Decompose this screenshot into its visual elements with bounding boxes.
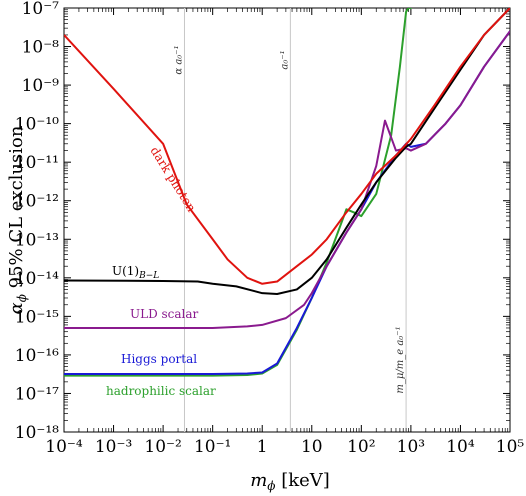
y-tick-label-5: 10⁻¹³ bbox=[15, 230, 59, 250]
plot-frame bbox=[63, 7, 511, 433]
x-axis-title: mϕ [keV] bbox=[250, 470, 330, 493]
series-line-2 bbox=[64, 30, 510, 329]
x-tick-label-0: 10⁻⁴ bbox=[45, 437, 83, 457]
x-tick-label-5: 10 bbox=[301, 437, 323, 457]
series-line-0 bbox=[64, 8, 510, 285]
y-tick-label-8: 10⁻¹⁰ bbox=[15, 115, 59, 135]
x-tick-label-4: 1 bbox=[257, 437, 268, 457]
curve-label-higgs-portal: Higgs portal bbox=[121, 352, 197, 366]
y-tick-label-4: 10⁻¹⁴ bbox=[15, 269, 59, 289]
vline-label-2: m_μ/m_e a₀⁻¹ bbox=[395, 326, 406, 393]
series-line-3 bbox=[64, 30, 510, 375]
vline-label-1: a₀⁻¹ bbox=[279, 50, 290, 69]
y-tick-label-2: 10⁻¹⁶ bbox=[15, 346, 59, 366]
y-tick-label-0: 10⁻¹⁸ bbox=[15, 423, 59, 443]
y-tick-label-11: 10⁻⁷ bbox=[22, 0, 60, 19]
curve-label-hadrophilic-scalar: hadrophilic scalar bbox=[106, 384, 216, 398]
vline-label-0: α a₀⁻¹ bbox=[173, 45, 184, 74]
curves bbox=[64, 8, 510, 377]
x-tick-label-1: 10⁻³ bbox=[95, 437, 132, 457]
curve-labels: dark photon U(1)B−L ULD scalar Higgs por… bbox=[106, 144, 216, 398]
axis-titles: mϕ [keV] αϕ 95% CL exclusion bbox=[6, 125, 330, 493]
y-tick-label-10: 10⁻⁸ bbox=[22, 38, 60, 58]
x-tick-label-6: 10² bbox=[347, 437, 375, 457]
y-tick-label-9: 10⁻⁹ bbox=[22, 76, 60, 96]
y-tick-label-1: 10⁻¹⁷ bbox=[15, 384, 59, 404]
reference-lines: α a₀⁻¹ a₀⁻¹ m_μ/m_e a₀⁻¹ bbox=[173, 8, 407, 432]
curve-label-uld-scalar: ULD scalar bbox=[130, 307, 199, 321]
y-tick-label-3: 10⁻¹⁵ bbox=[15, 307, 59, 327]
y-tick-label-7: 10⁻¹¹ bbox=[15, 153, 59, 173]
x-tick-label-9: 10⁵ bbox=[496, 437, 525, 457]
curve-label-u1-bl: U(1)B−L bbox=[112, 264, 159, 281]
series-line-4 bbox=[64, 8, 412, 377]
x-tick-label-8: 10⁴ bbox=[446, 437, 475, 457]
ticks: 10⁻⁴ 10⁻³ 10⁻² 10⁻¹ 1 10 10² 10³ 10⁴ 10⁵ 10⁻¹⁸ 10⁻¹… bbox=[15, 0, 525, 457]
series-line-1 bbox=[64, 8, 510, 296]
curve-label-dark-photon: dark photon bbox=[147, 144, 198, 214]
y-tick-label-6: 10⁻¹² bbox=[15, 192, 59, 212]
x-tick-label-3: 10⁻¹ bbox=[194, 437, 231, 457]
x-tick-label-2: 10⁻² bbox=[144, 437, 181, 457]
y-axis-title: αϕ 95% CL exclusion bbox=[6, 125, 29, 314]
x-tick-label-7: 10³ bbox=[397, 437, 425, 457]
